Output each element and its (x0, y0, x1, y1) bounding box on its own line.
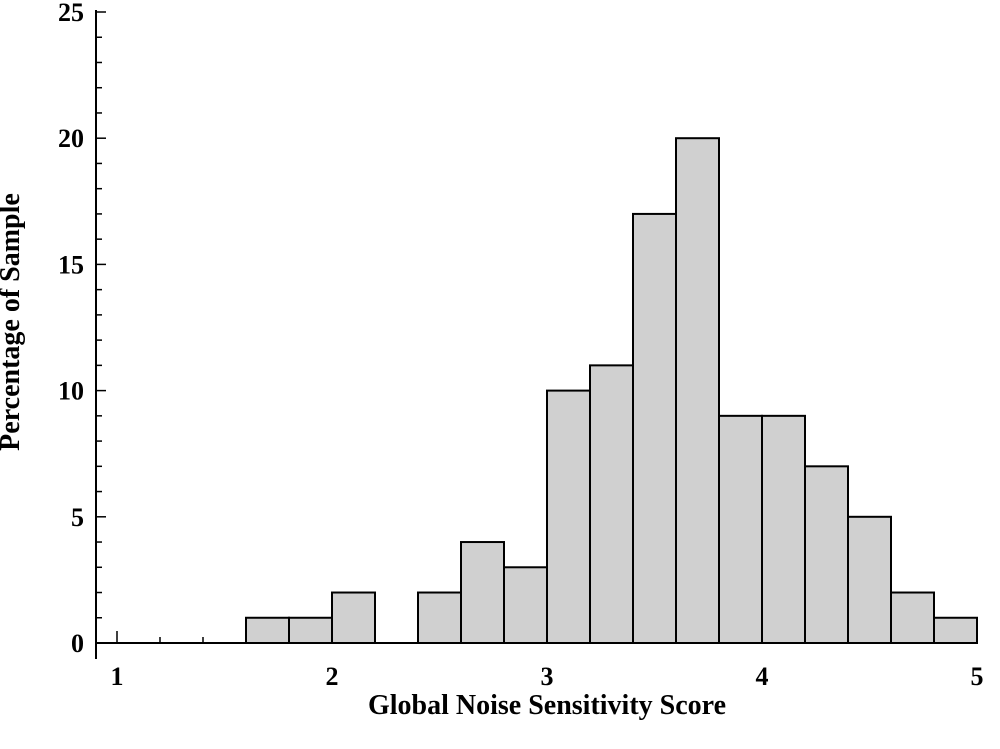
histogram-bar (245, 616, 290, 645)
y-tick-label: 5 (71, 503, 84, 532)
axes (95, 10, 978, 659)
histogram-bar (331, 591, 376, 645)
y-tick-label: 20 (58, 124, 84, 153)
y-axis-title: Percentage of Sample (0, 193, 26, 451)
x-tick-label: 5 (971, 662, 984, 691)
histogram-bar (546, 389, 591, 644)
y-tick-label: 10 (58, 377, 84, 406)
y-tick-label: 25 (58, 0, 84, 27)
histogram-bar (675, 137, 720, 644)
histogram-bar (632, 212, 677, 644)
y-tick-label: 0 (71, 629, 84, 658)
histogram-bars (245, 137, 978, 645)
x-tick-label: 1 (111, 662, 124, 691)
histogram-bar (503, 566, 548, 645)
x-tick-label: 4 (756, 662, 769, 691)
histogram-bar (890, 591, 935, 645)
x-tick-label: 2 (326, 662, 339, 691)
histogram-bar (417, 591, 462, 645)
histogram-bar (761, 414, 806, 644)
histogram-bar (288, 616, 333, 645)
histogram-bar (847, 515, 892, 644)
histogram-bar (804, 465, 849, 644)
histogram-bar (933, 616, 978, 645)
x-axis-title: Global Noise Sensitivity Score (368, 690, 726, 721)
y-tick-label: 15 (58, 250, 84, 279)
x-tick-label: 3 (541, 662, 554, 691)
tick-labels: 0 5 10 15 20 25 1 2 3 4 5 (58, 0, 984, 691)
histogram-bar (718, 414, 763, 644)
histogram-bar (589, 364, 634, 644)
histogram-bar (460, 541, 505, 644)
